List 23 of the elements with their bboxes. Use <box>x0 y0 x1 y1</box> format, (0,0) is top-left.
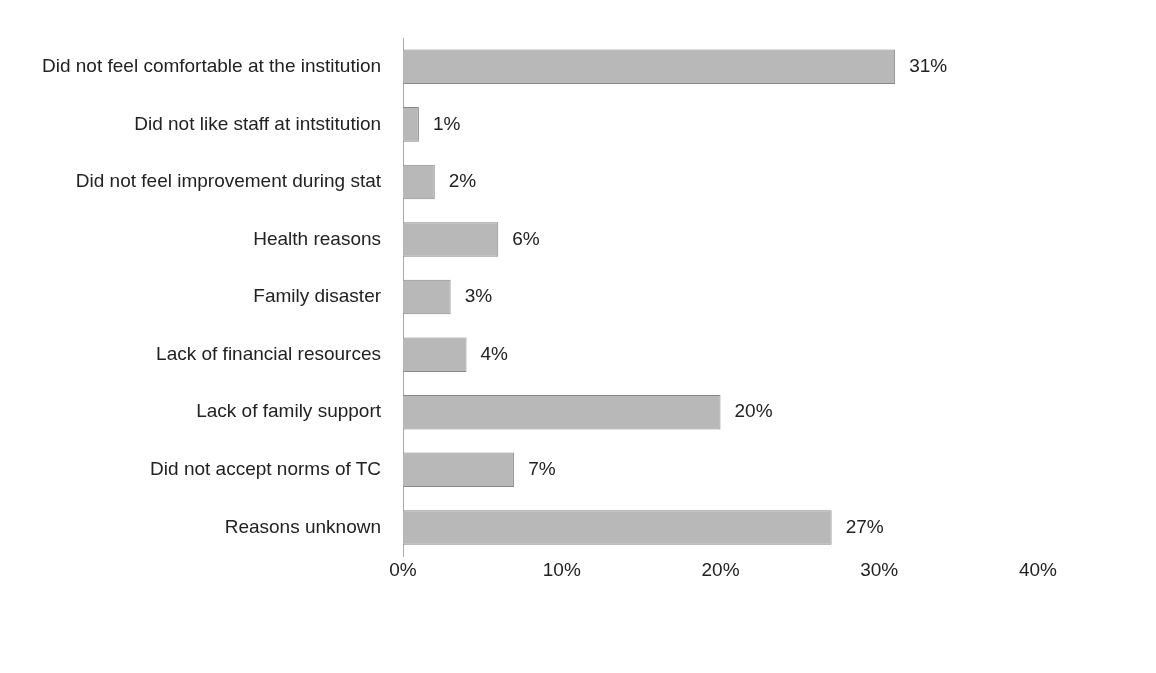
y-tick-label: Family disaster <box>253 285 382 307</box>
data-label: 2% <box>448 170 477 192</box>
data-label: 20% <box>734 400 773 422</box>
y-tick-label: Did not accept norms of TC <box>150 458 382 480</box>
data-label: 31% <box>909 55 948 77</box>
data-label: 3% <box>464 285 493 307</box>
y-tick-label: Lack of financial resources <box>156 342 382 364</box>
y-tick-label: Did not like staff at intstitution <box>134 112 382 134</box>
data-label: 7% <box>528 458 556 480</box>
data-label: 27% <box>845 515 884 537</box>
y-tick-label: Health reasons <box>253 227 382 249</box>
x-tick-label: 30% <box>860 558 899 580</box>
data-label: 6% <box>512 227 540 249</box>
y-tick-label: Did not feel improvement during stat <box>75 170 382 192</box>
x-tick-label: 10% <box>542 558 581 580</box>
x-tick-label: 40% <box>1018 558 1058 580</box>
x-tick-label: 20% <box>701 558 740 580</box>
y-tick-label: Reasons unknown <box>224 515 382 537</box>
y-tick-label: Lack of family support <box>196 400 382 422</box>
data-label: 4% <box>480 342 509 364</box>
x-tick-label: 0% <box>389 558 417 580</box>
y-tick-label: Did not feel comfortable at the institution <box>41 55 382 77</box>
data-label: 1% <box>432 112 461 134</box>
